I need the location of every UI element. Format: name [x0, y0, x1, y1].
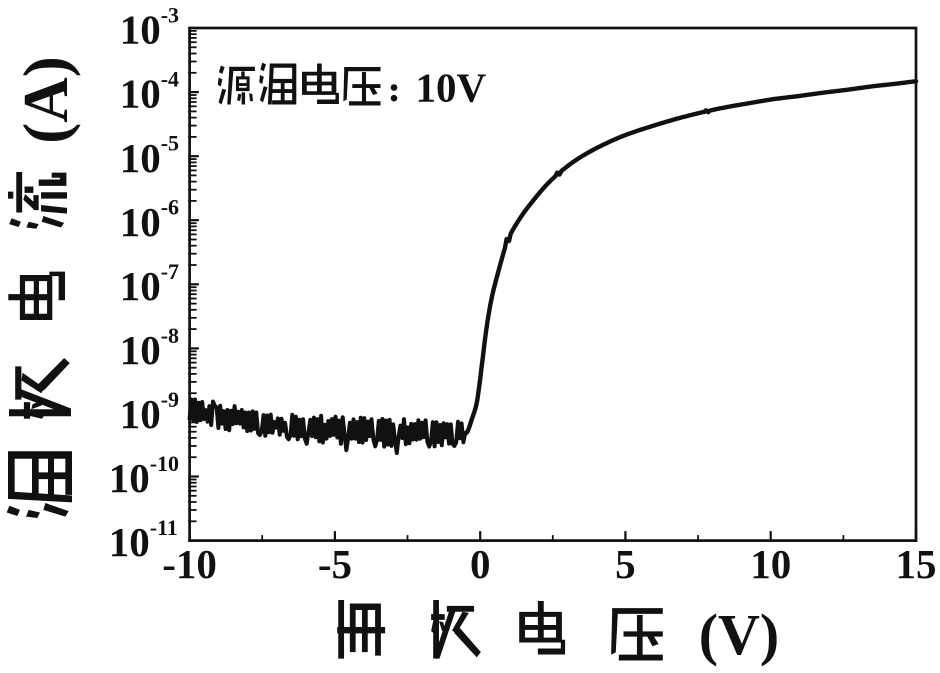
svg-text:5: 5 [615, 541, 636, 587]
svg-text:-5: -5 [161, 131, 179, 156]
svg-text:-3: -3 [161, 3, 179, 28]
svg-text:-7: -7 [161, 259, 179, 284]
svg-text:10: 10 [750, 541, 791, 587]
svg-text:10: 10 [109, 519, 150, 565]
svg-text:-5: -5 [318, 541, 352, 587]
svg-text:-4: -4 [161, 67, 179, 92]
svg-text:-10: -10 [162, 541, 217, 587]
svg-text:(V): (V) [699, 602, 780, 667]
svg-text:-8: -8 [161, 323, 179, 348]
svg-text:10: 10 [120, 327, 161, 373]
svg-text:0: 0 [470, 541, 491, 587]
svg-text:10: 10 [120, 391, 161, 437]
svg-text:10: 10 [120, 263, 161, 309]
svg-text:-6: -6 [161, 195, 179, 220]
svg-text:-9: -9 [161, 387, 179, 412]
svg-text:10: 10 [120, 135, 161, 181]
svg-text:10V: 10V [416, 65, 487, 111]
svg-text:10: 10 [109, 455, 150, 501]
svg-text:15: 15 [896, 541, 937, 587]
svg-text:-11: -11 [150, 515, 178, 540]
svg-text:10: 10 [120, 199, 161, 245]
svg-text:10: 10 [120, 71, 161, 117]
svg-text:(A): (A) [11, 56, 81, 143]
svg-text:-10: -10 [150, 451, 179, 476]
svg-text:10: 10 [120, 7, 161, 53]
